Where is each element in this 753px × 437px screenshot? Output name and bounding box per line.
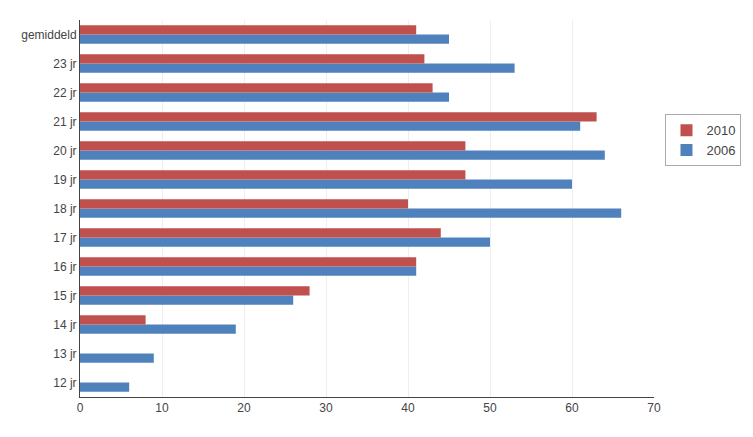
svg-text:gemiddeld: gemiddeld [21,28,76,42]
svg-text:17 jr: 17 jr [53,231,76,245]
svg-text:18 jr: 18 jr [53,202,76,216]
svg-text:20: 20 [237,401,251,415]
svg-text:2010: 2010 [706,123,735,138]
svg-text:19 jr: 19 jr [53,173,76,187]
svg-text:23 jr: 23 jr [53,57,76,71]
svg-text:14 jr: 14 jr [53,318,76,332]
svg-text:0: 0 [77,401,84,415]
svg-text:15 jr: 15 jr [53,289,76,303]
svg-text:20 jr: 20 jr [53,144,76,158]
svg-text:60: 60 [565,401,579,415]
svg-text:40: 40 [401,401,415,415]
svg-text:12 jr: 12 jr [53,376,76,390]
svg-text:13 jr: 13 jr [53,347,76,361]
svg-text:22 jr: 22 jr [53,86,76,100]
svg-text:21 jr: 21 jr [53,115,76,129]
svg-text:30: 30 [319,401,333,415]
svg-text:70: 70 [647,401,661,415]
svg-text:50: 50 [483,401,497,415]
svg-text:2006: 2006 [706,143,735,158]
svg-text:16 jr: 16 jr [53,260,76,274]
svg-text:10: 10 [155,401,169,415]
